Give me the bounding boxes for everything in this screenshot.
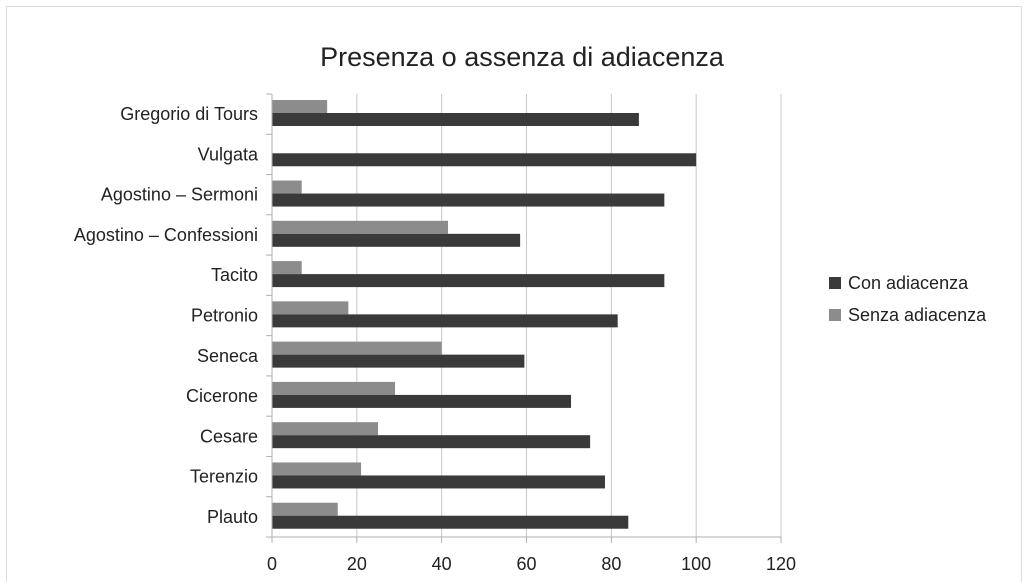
x-tick-label-1: 20 xyxy=(347,554,367,574)
bar-senza-3 xyxy=(272,220,449,234)
legend-label-1: Senza adiacenza xyxy=(848,305,987,325)
category-labels: Gregorio di Tours Vulgata Agostino – Sermo… xyxy=(74,104,259,527)
category-label-1: Vulgata xyxy=(198,144,259,164)
category-label-2: Agostino – Sermoni xyxy=(101,185,258,205)
category-label-10: Plauto xyxy=(207,507,258,527)
bar-con-2 xyxy=(272,193,665,207)
bar-senza-2 xyxy=(272,180,302,194)
bar-con-5 xyxy=(272,314,618,328)
bar-senza-4 xyxy=(272,261,302,275)
bar-senza-10 xyxy=(272,502,338,516)
legend-label-0: Con adiacenza xyxy=(848,273,969,293)
bar-con-6 xyxy=(272,354,525,368)
bar-senza-9 xyxy=(272,462,362,476)
bar-con-4 xyxy=(272,274,665,288)
chart-title: Presenza o assenza di adiacenza xyxy=(320,42,725,72)
bar-con-9 xyxy=(272,475,605,489)
bar-senza-8 xyxy=(272,422,379,436)
bar-con-3 xyxy=(272,233,521,247)
legend: Con adiacenza Senza adiacenza xyxy=(829,273,987,325)
legend-swatch-0 xyxy=(829,277,841,289)
x-tick-label-2: 40 xyxy=(432,554,452,574)
bar-senza-6 xyxy=(272,341,442,355)
bar-senza-5 xyxy=(272,301,349,315)
category-label-8: Cesare xyxy=(200,426,258,446)
category-label-5: Petronio xyxy=(191,306,258,326)
legend-swatch-1 xyxy=(829,309,841,321)
bar-con-1 xyxy=(272,153,697,167)
x-tick-labels: 0 20 40 60 80 100 120 xyxy=(267,554,796,574)
category-label-3: Agostino – Confessioni xyxy=(74,225,258,245)
bar-con-7 xyxy=(272,394,572,408)
x-tick-label-0: 0 xyxy=(267,554,277,574)
chart-frame xyxy=(6,6,1022,582)
axes xyxy=(266,93,782,543)
category-label-7: Cicerone xyxy=(186,386,258,406)
category-label-9: Terenzio xyxy=(190,467,258,487)
bar-con-8 xyxy=(272,435,591,449)
x-tick-label-3: 60 xyxy=(516,554,536,574)
category-label-6: Seneca xyxy=(197,346,259,366)
x-tick-label-6: 120 xyxy=(766,554,796,574)
bar-senza-0 xyxy=(272,100,328,113)
bars xyxy=(272,100,697,529)
bar-con-10 xyxy=(272,515,629,529)
category-label-4: Tacito xyxy=(211,265,258,285)
category-label-0: Gregorio di Tours xyxy=(120,104,258,124)
bar-senza-7 xyxy=(272,381,396,395)
x-tick-label-4: 80 xyxy=(601,554,621,574)
bar-con-0 xyxy=(272,113,639,126)
x-tick-label-5: 100 xyxy=(681,554,711,574)
